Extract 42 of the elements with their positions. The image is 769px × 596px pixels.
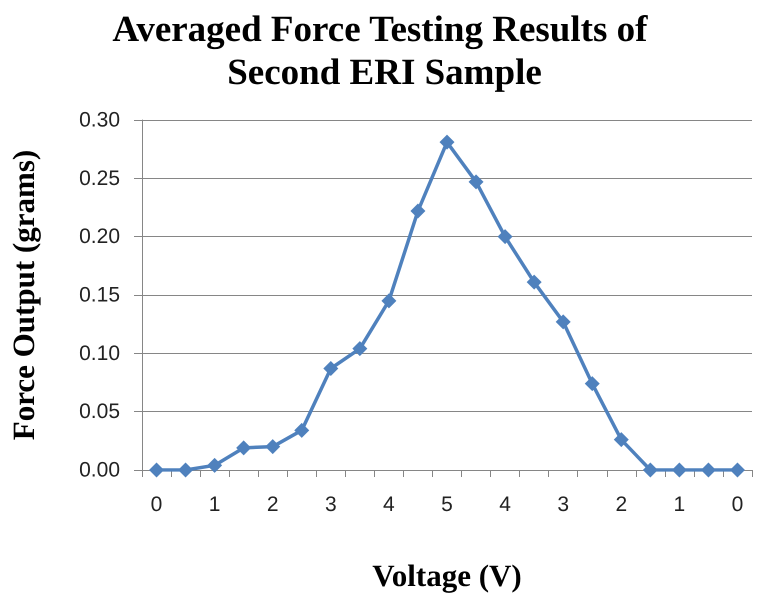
y-tick-label: 0.30 — [79, 108, 120, 132]
x-tick-label: 2 — [266, 493, 279, 516]
y-tick-label: 0.10 — [79, 342, 120, 365]
point — [149, 462, 164, 478]
point — [498, 229, 513, 244]
point — [556, 314, 571, 330]
y-axis-title: Force Output (grams) — [6, 150, 41, 440]
point — [526, 274, 542, 290]
point — [700, 462, 716, 478]
point — [642, 462, 658, 478]
y-tick-label: 0.20 — [79, 225, 120, 248]
point — [614, 432, 629, 448]
x-tick-label: 4 — [499, 493, 512, 516]
x-tick-label: 1 — [674, 493, 686, 516]
point — [352, 341, 368, 356]
point — [468, 174, 484, 190]
x-axis-title: Voltage (V) — [372, 558, 522, 593]
point — [207, 458, 222, 473]
x-tick-label: 0 — [732, 493, 744, 516]
y-tick-label: 0.05 — [79, 400, 120, 424]
x-tick-label: 4 — [383, 493, 396, 516]
chart-title: Averaged Force Testing Results of Second ERI Sample — [112, 9, 657, 93]
point — [381, 293, 396, 308]
point — [730, 462, 745, 478]
point — [265, 439, 280, 454]
y-tick-label: 0.00 — [79, 458, 120, 482]
x-tick-label: 1 — [208, 493, 220, 516]
x-tick-label: 0 — [150, 493, 162, 516]
y-tick-label: 0.15 — [79, 284, 120, 306]
x-tick-label: 3 — [557, 493, 570, 516]
x-tick-label: 5 — [441, 493, 453, 516]
point — [236, 440, 252, 456]
y-tick-label: 0.25 — [79, 166, 120, 190]
point — [323, 361, 338, 376]
point — [178, 462, 194, 478]
point — [672, 462, 687, 478]
point — [410, 204, 426, 218]
point — [584, 376, 600, 392]
x-tick-label: 3 — [324, 493, 337, 516]
x-tick-label: 2 — [615, 493, 628, 516]
point — [440, 134, 454, 150]
point — [294, 422, 310, 438]
